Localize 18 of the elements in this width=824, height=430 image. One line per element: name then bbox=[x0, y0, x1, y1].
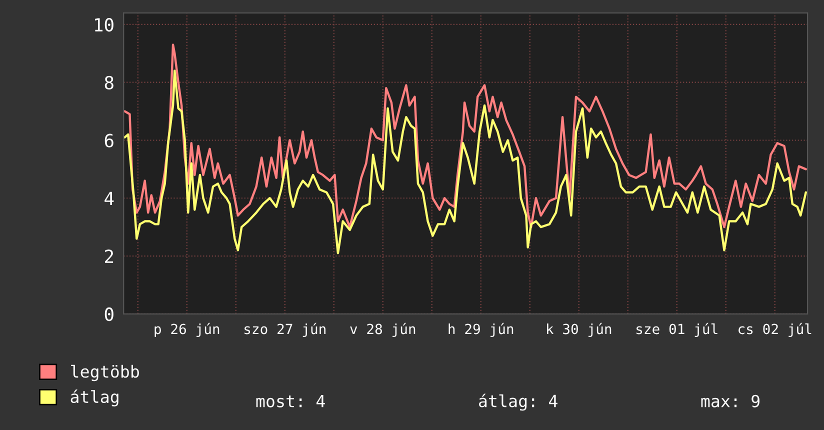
x-tick-label: szo 27 jún bbox=[244, 322, 326, 337]
x-tick-label: sze 01 júl bbox=[636, 322, 718, 337]
x-tick-label: k 30 jún bbox=[547, 322, 612, 337]
x-tick-label: v 28 jún bbox=[350, 322, 416, 337]
x-tick-label: cs 02 júl bbox=[738, 322, 812, 337]
text: most: 4 bbox=[256, 395, 325, 408]
x-tick-label: h 29 jún bbox=[448, 322, 514, 337]
text: max: 9 bbox=[701, 394, 760, 408]
y-tick-label: 4 bbox=[104, 192, 114, 206]
text: átlag: 4 bbox=[479, 394, 558, 411]
y-tick-label: 8 bbox=[104, 76, 114, 90]
y-tick-label: 0 bbox=[104, 307, 114, 322]
legend-label: átlag bbox=[70, 389, 118, 406]
legend-label: legtöbb bbox=[71, 364, 139, 382]
y-tick-label: 6 bbox=[104, 134, 114, 148]
y-tick-label: 2 bbox=[105, 250, 114, 263]
x-tick-label: p 26 jún bbox=[154, 322, 220, 337]
y-tick-label: 10 bbox=[95, 18, 114, 32]
